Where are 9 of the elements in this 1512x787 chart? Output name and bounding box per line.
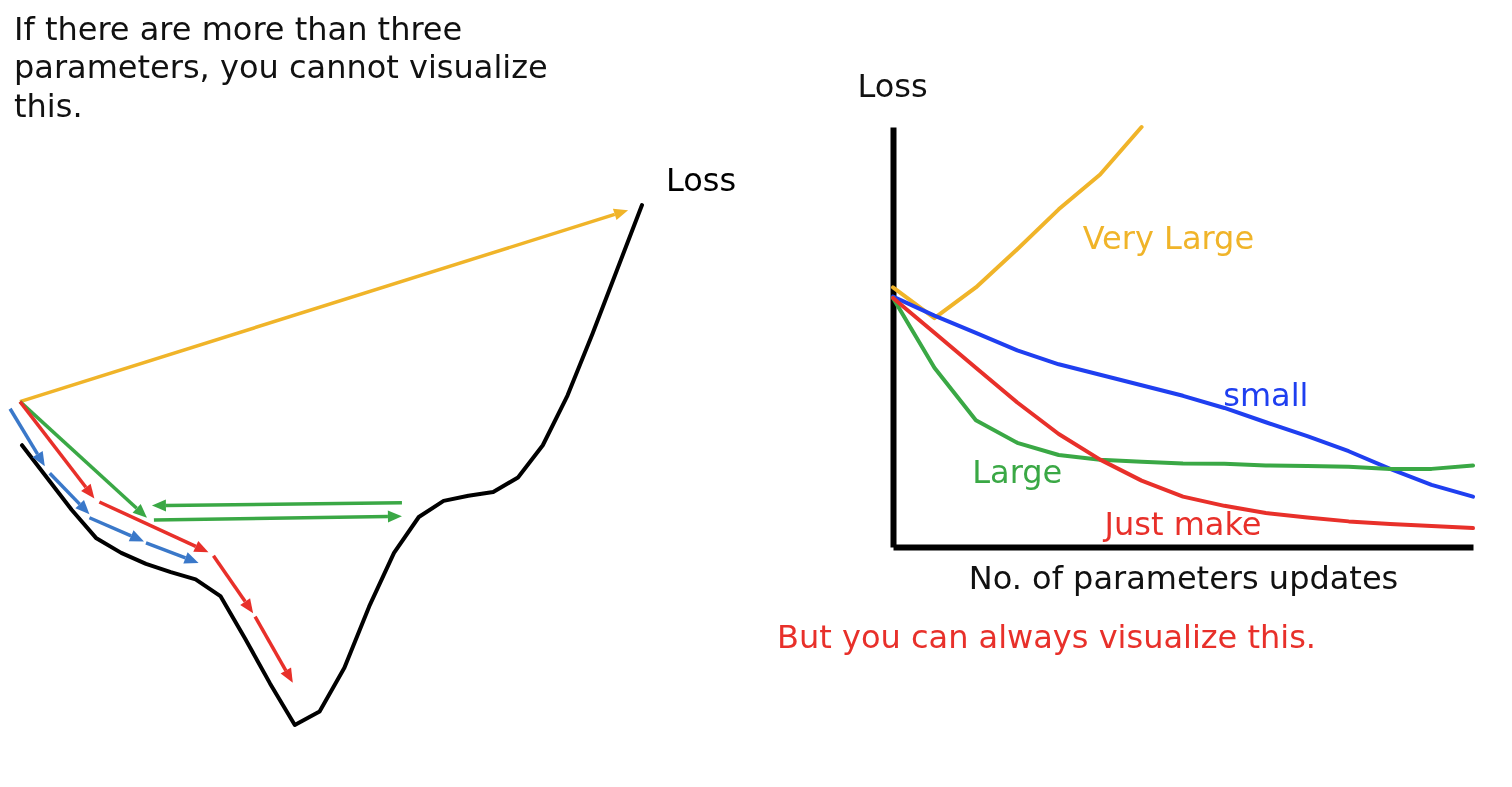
text: But you can always visualize this. bbox=[776, 617, 1318, 657]
x-axis-title: No. of parameters updates bbox=[968, 558, 1399, 597]
series-label: Very Large bbox=[1082, 219, 1255, 258]
series-label: small bbox=[1223, 376, 1309, 415]
series-label: Just make bbox=[1102, 504, 1262, 543]
series-label: Large bbox=[972, 452, 1063, 491]
y-axis-title: Loss bbox=[857, 66, 928, 105]
series-label: Loss bbox=[666, 161, 737, 200]
text: If there are more than three parameters, you cannot visualize this. bbox=[13, 9, 549, 126]
